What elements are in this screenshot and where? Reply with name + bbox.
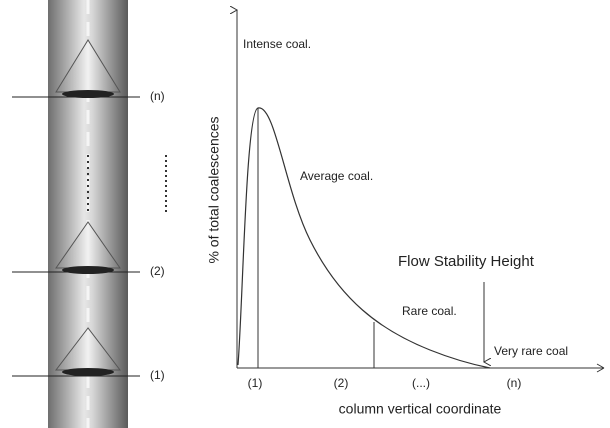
level-label: (1) — [150, 368, 165, 382]
annotation: Flow Stability Height — [398, 253, 535, 270]
annotation: Average coal. — [300, 169, 373, 183]
annotation: Intense coal. — [243, 37, 311, 51]
level-label: (n) — [150, 89, 165, 103]
column: (n) (2) (1) — [12, 0, 166, 428]
x-axis-label: column vertical coordinate — [339, 401, 502, 417]
annotation: Very rare coal — [494, 344, 568, 358]
x-label: (n) — [507, 376, 522, 390]
diagram: (n) (2) (1) % of total coalescences Inte… — [0, 0, 610, 428]
x-label: (1) — [248, 376, 263, 390]
annotation: Rare coal. — [402, 304, 457, 318]
x-label: (...) — [412, 376, 430, 390]
x-label: (2) — [334, 376, 349, 390]
distribution-curve — [238, 108, 490, 368]
level-label: (2) — [150, 264, 165, 278]
y-axis-label: % of total coalescences — [206, 116, 222, 263]
chart: % of total coalescences Intense coal. Av… — [206, 10, 604, 417]
